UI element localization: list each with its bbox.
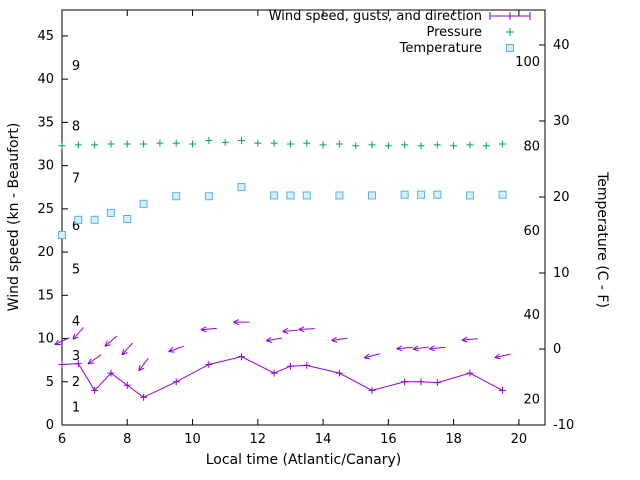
svg-text:35: 35: [37, 115, 54, 130]
legend-sample-pressure-icon: [506, 28, 514, 36]
temperature-series: [58, 183, 507, 239]
svg-text:25: 25: [37, 202, 54, 217]
svg-text:30: 30: [553, 114, 570, 129]
legend-label-wind: Wind speed, gusts, and direction: [268, 8, 482, 24]
legend-sample-wind-icon: [489, 12, 531, 20]
x-axis-title: Local time (Atlantic/Canary): [205, 452, 402, 468]
svg-text:20: 20: [553, 190, 570, 205]
svg-text:7: 7: [72, 172, 80, 187]
svg-text:1: 1: [72, 401, 80, 416]
inner-scale-labels: 1 2 3 4 5 6 7 8 9 20 40 60 80 100: [72, 55, 540, 416]
svg-text:20: 20: [523, 393, 540, 408]
legend-item-wind: Wind speed, gusts, and direction: [62, 8, 532, 24]
svg-text:60: 60: [523, 224, 540, 239]
svg-text:0: 0: [46, 418, 54, 433]
svg-text:20: 20: [37, 245, 54, 260]
legend: Wind speed, gusts, and direction Pressur…: [62, 8, 532, 56]
axes: 6 8 10 12 14 16 18 20051015202530354045-1001020…: [37, 9, 574, 447]
svg-text:45: 45: [37, 29, 54, 44]
svg-text:9: 9: [72, 59, 80, 74]
legend-item-temperature: Temperature: [62, 40, 532, 56]
y-axis-title: Wind speed (kn - Beaufort): [6, 122, 22, 312]
legend-label-pressure: Pressure: [426, 24, 482, 40]
svg-text:6: 6: [72, 219, 80, 234]
svg-text:30: 30: [37, 159, 54, 174]
legend-sample-temperature-icon: [506, 44, 514, 52]
svg-text:15: 15: [37, 288, 54, 303]
wind-direction-arrows: [54, 319, 511, 372]
svg-text:40: 40: [523, 308, 540, 323]
y2-axis-title: Temperature (C - F): [594, 172, 610, 308]
svg-text:16: 16: [380, 432, 397, 447]
pressure-series: [58, 137, 507, 150]
svg-text:5: 5: [72, 262, 80, 277]
svg-text:14: 14: [315, 432, 332, 447]
svg-text:8: 8: [72, 120, 80, 135]
svg-text:10: 10: [553, 266, 570, 281]
svg-text:8: 8: [123, 432, 131, 447]
svg-text:12: 12: [250, 432, 267, 447]
svg-text:20: 20: [511, 432, 528, 447]
svg-text:2: 2: [72, 375, 80, 390]
svg-text:10: 10: [37, 332, 54, 347]
svg-text:5: 5: [46, 375, 54, 390]
svg-text:40: 40: [553, 38, 570, 53]
svg-text:0: 0: [553, 342, 561, 357]
wind-series: [58, 353, 507, 401]
svg-text:-10: -10: [553, 418, 574, 433]
svg-text:10: 10: [184, 432, 201, 447]
svg-text:100: 100: [515, 55, 540, 70]
svg-text:6: 6: [58, 432, 66, 447]
svg-text:4: 4: [72, 314, 80, 329]
legend-item-pressure: Pressure: [62, 24, 532, 40]
svg-text:18: 18: [445, 432, 462, 447]
svg-text:3: 3: [72, 349, 80, 364]
svg-text:40: 40: [37, 72, 54, 87]
svg-text:80: 80: [523, 139, 540, 154]
legend-label-temperature: Temperature: [399, 40, 482, 56]
